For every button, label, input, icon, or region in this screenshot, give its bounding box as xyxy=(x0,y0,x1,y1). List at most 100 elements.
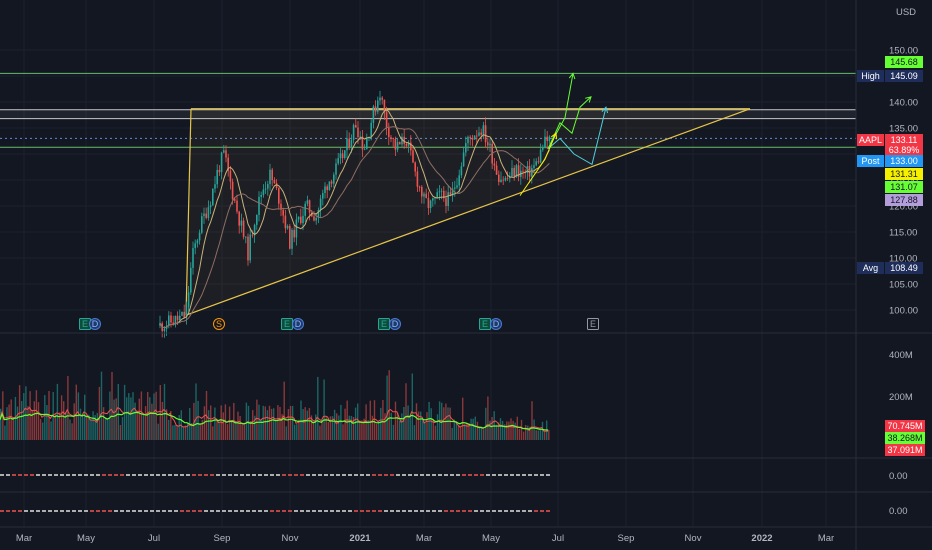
badge-value: 145.09 xyxy=(890,71,918,81)
volume-bar xyxy=(487,396,489,440)
candle-body xyxy=(410,142,412,151)
candle-body xyxy=(460,166,463,176)
volume-bar xyxy=(491,417,493,440)
volume-bar xyxy=(432,419,434,440)
projection-arrow xyxy=(547,96,592,150)
candle-body xyxy=(234,199,236,201)
volume-bar xyxy=(308,408,311,440)
volume-bar xyxy=(126,397,128,440)
volume-bar xyxy=(531,401,533,440)
candle-body xyxy=(337,158,339,164)
volume-bar xyxy=(533,419,535,440)
volume-bar xyxy=(56,383,59,440)
volume-bar xyxy=(155,391,157,440)
candle-body xyxy=(421,186,423,197)
candlestick-series xyxy=(159,90,551,338)
volume-bar xyxy=(478,427,481,440)
candle-body xyxy=(489,143,491,146)
candle-body xyxy=(533,165,535,169)
candle-body xyxy=(240,220,243,226)
candle-body xyxy=(445,198,447,206)
volume-bar xyxy=(241,423,243,440)
time-axis[interactable]: Mar May Jul Sep Nov 2021 Mar May Jul Sep Nov 2022 Ma… xyxy=(16,533,834,544)
candle-body xyxy=(324,186,326,193)
horizontal-levels xyxy=(0,72,856,148)
candle-body xyxy=(528,166,531,177)
volume-bar xyxy=(266,410,269,440)
candle-body xyxy=(198,232,201,241)
candle-body xyxy=(537,161,540,163)
candle-body xyxy=(297,216,300,220)
volume-bar xyxy=(466,422,468,440)
volume-bar xyxy=(426,412,428,440)
price-tick-label: 140.00 xyxy=(889,98,918,109)
volume-bar xyxy=(441,402,443,440)
candle-body xyxy=(535,161,537,166)
candle-body xyxy=(284,215,287,229)
candle-body xyxy=(315,217,317,221)
time-tick-label: 2022 xyxy=(751,533,772,544)
volume-bar xyxy=(354,407,357,440)
event-marker-label: E xyxy=(482,319,488,329)
candle-body xyxy=(542,147,544,150)
volume-bar xyxy=(470,418,472,440)
arrow-head xyxy=(601,106,609,114)
candle-body xyxy=(271,169,273,181)
candle-body xyxy=(478,132,480,136)
volume-bar xyxy=(252,410,254,440)
candle-body xyxy=(214,184,216,189)
candle-body xyxy=(522,170,524,172)
candle-body xyxy=(381,97,383,100)
candle-body xyxy=(407,142,410,146)
volume-bar xyxy=(86,414,88,440)
candle-body xyxy=(544,136,546,148)
volume-bar xyxy=(58,412,61,440)
volume-bar xyxy=(237,411,239,440)
candle-body xyxy=(247,236,249,261)
candle-body xyxy=(330,181,333,184)
badge-value-box xyxy=(885,194,923,206)
price-tick-label: 110.00 xyxy=(889,254,917,265)
candle-body xyxy=(467,136,469,144)
volume-bar xyxy=(501,420,504,440)
volume-bar xyxy=(367,420,369,440)
candle-body xyxy=(289,225,291,249)
candle-body xyxy=(429,200,432,209)
volume-bar xyxy=(69,419,71,440)
volume-bar xyxy=(107,418,109,440)
volume-bar xyxy=(163,383,166,440)
time-tick-label: 2021 xyxy=(349,533,371,544)
volume-bar xyxy=(333,409,336,440)
candle-body xyxy=(546,136,548,141)
volume-bar xyxy=(399,420,401,440)
volume-bar xyxy=(323,379,325,440)
candle-body xyxy=(438,191,441,193)
candle-body xyxy=(194,243,196,249)
candle-body xyxy=(352,125,355,140)
volume-bar xyxy=(182,426,185,440)
badge-value: 108.49 xyxy=(890,263,918,273)
candle-body xyxy=(539,149,542,163)
volume-bar xyxy=(273,408,275,440)
volume-bar xyxy=(67,375,69,440)
badge-value-box xyxy=(885,70,923,82)
event-marker-label: D xyxy=(92,319,99,329)
candle-body xyxy=(436,192,438,198)
candle-body xyxy=(159,323,161,326)
candle-body xyxy=(227,157,229,171)
dividend-marker xyxy=(490,318,502,330)
time-tick-label: May xyxy=(482,533,500,544)
volume-bar xyxy=(317,376,319,440)
arrow-head xyxy=(550,132,558,140)
volume-bar xyxy=(474,416,476,440)
candle-body xyxy=(443,190,445,199)
volume-bar xyxy=(462,397,464,440)
volume-bar xyxy=(384,413,386,440)
volume-bar xyxy=(239,416,241,440)
volume-bar xyxy=(275,419,277,440)
volume-bar xyxy=(191,423,193,440)
candle-body xyxy=(335,163,337,175)
volume-bar xyxy=(434,425,437,440)
badge-label-box xyxy=(857,262,884,274)
